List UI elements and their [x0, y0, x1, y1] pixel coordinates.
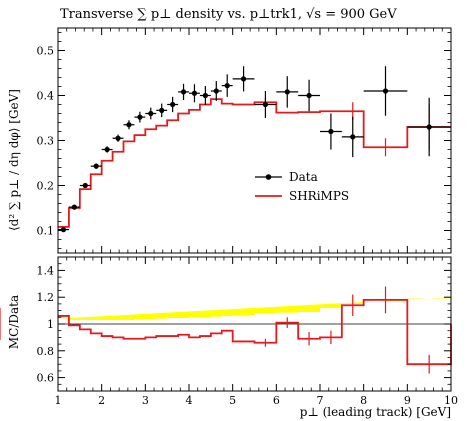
- main-y-axis-label: ⟨d² ∑ p⊥ / dη dφ⟩ [GeV]: [7, 89, 21, 231]
- data-point: [240, 76, 247, 82]
- x-tick-label: 1: [55, 394, 62, 407]
- data-point: [382, 88, 389, 94]
- data-point: [328, 128, 334, 135]
- ratio-y-axis-label: MC/Data: [7, 295, 21, 349]
- data-point: [191, 90, 198, 96]
- main-panel: 0.1 0.2 0.3 0.4 0.5: [37, 27, 452, 254]
- data-point: [284, 89, 290, 95]
- data-point: [148, 110, 154, 117]
- data-point: [82, 182, 88, 189]
- ratio-histogram: [58, 298, 452, 366]
- x-tick-label: 10: [444, 394, 458, 407]
- data-point: [180, 89, 187, 95]
- x-tick-label: 8: [360, 394, 367, 407]
- data-point: [137, 114, 143, 120]
- ratio-y-tick-label: 1: [47, 318, 54, 331]
- ratio-y-tick-label: 0.6: [37, 372, 55, 385]
- legend-entry-data: Data: [289, 170, 318, 184]
- x-tick-label: 3: [142, 394, 149, 407]
- data-point: [202, 92, 208, 99]
- data-point: [159, 107, 165, 113]
- data-point: [350, 134, 356, 140]
- data-point: [426, 124, 432, 130]
- ratio-y-tick-label: 1.4: [37, 264, 55, 277]
- main-y-tick-label: 0.2: [37, 180, 55, 193]
- ratio-y-tick-label: 1.2: [37, 291, 55, 304]
- x-axis-label: p⊥ (leading track) [GeV]: [300, 405, 451, 419]
- main-y-tick-label: 0.4: [37, 90, 55, 103]
- legend-entry-shrimps: SHRiMPS: [289, 189, 349, 203]
- data-point: [126, 122, 132, 128]
- legend: Data SHRiMPS: [255, 170, 349, 203]
- main-y-tick-label: 0.1: [37, 225, 55, 238]
- data-point: [306, 92, 312, 99]
- x-tick-label: 5: [229, 394, 236, 407]
- x-tick-label: 6: [273, 394, 280, 407]
- x-tick-label: 2: [98, 394, 105, 407]
- ratio-y-tick-label: 0.8: [37, 345, 55, 358]
- main-y-tick-label: 0.3: [37, 135, 55, 148]
- chart-title: Transverse ∑ p⊥ density vs. p⊥trk1, √s =…: [60, 7, 397, 22]
- data-point: [104, 146, 110, 153]
- main-y-tick-label: 0.5: [37, 45, 55, 58]
- data-point: [224, 83, 230, 89]
- mc-histogram: [58, 98, 451, 228]
- data-point: [213, 88, 219, 94]
- data-point: [262, 101, 269, 108]
- x-tick-label: 7: [317, 394, 324, 407]
- data-point: [60, 227, 67, 233]
- data-point: [170, 101, 176, 108]
- data-point: [93, 163, 99, 169]
- ratio-panel: 1 2 3 4 5 6 7 8 9 10 0.6 0.8 1 1.2 1.4: [0, 256, 458, 407]
- data-point: [115, 135, 121, 141]
- x-tick-label: 4: [186, 394, 193, 407]
- data-point: [71, 204, 77, 210]
- legend-data-marker: [265, 174, 272, 180]
- x-tick-label: 9: [404, 394, 411, 407]
